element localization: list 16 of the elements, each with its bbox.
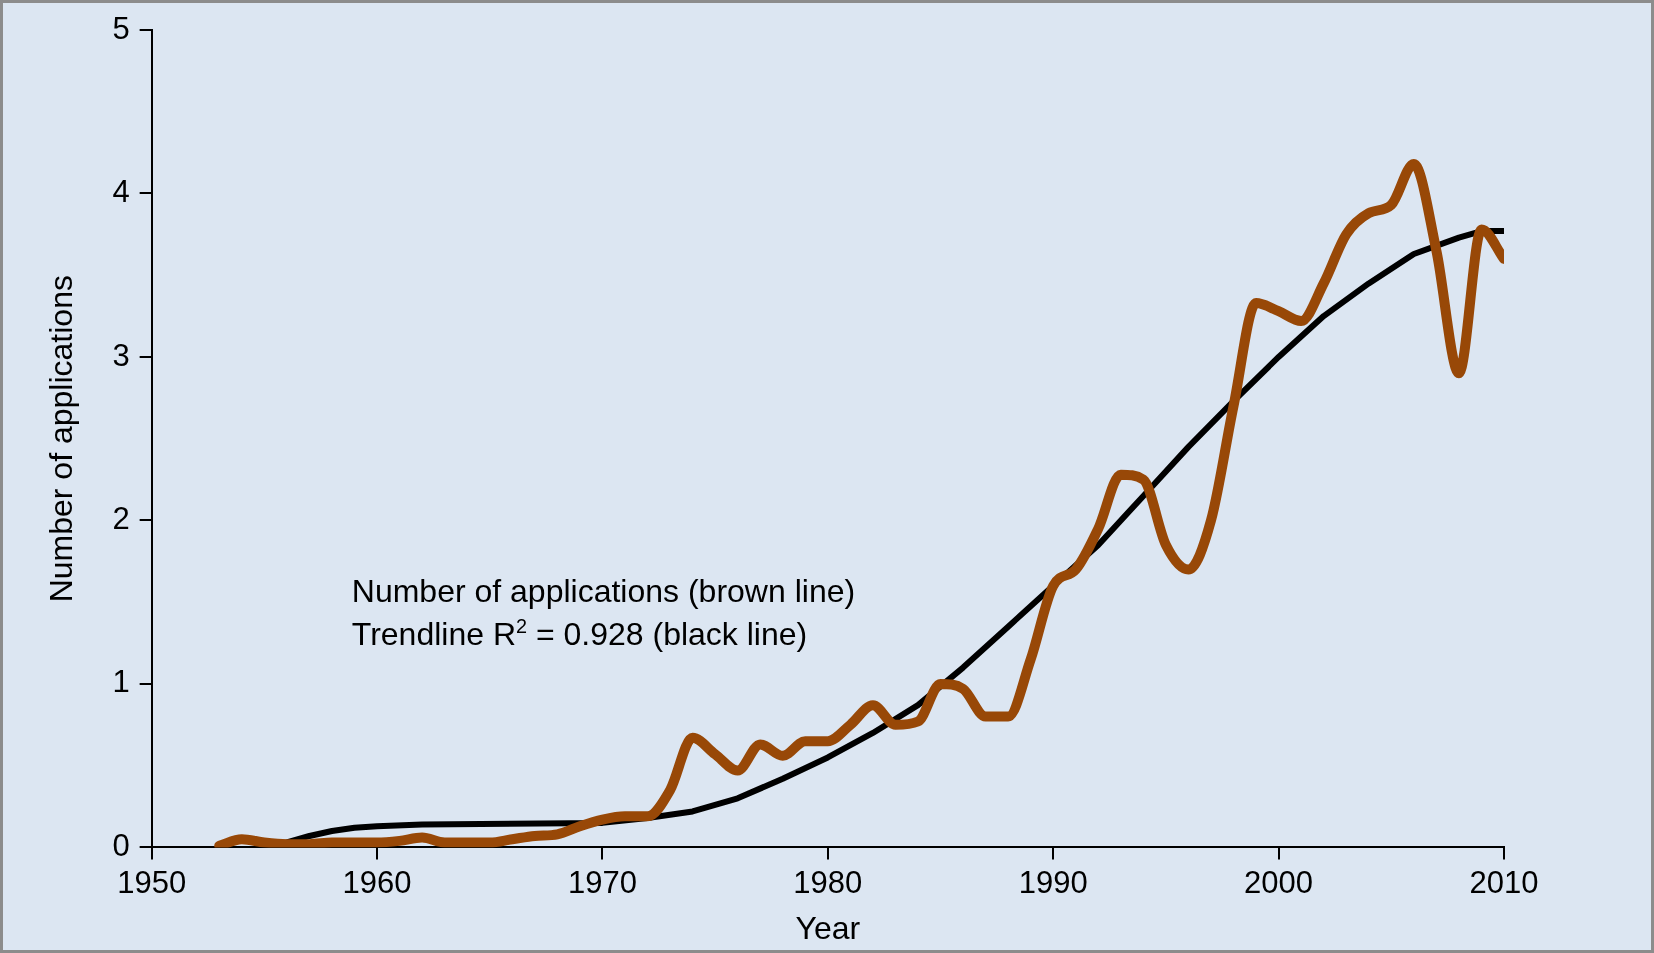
y-tick-label: 3 [112,337,130,373]
y-tick-label: 0 [112,827,130,863]
x-tick-label: 2010 [1469,864,1539,900]
y-tick-label: 5 [112,10,130,46]
x-tick-label: 1990 [1018,864,1088,900]
y-axis-title: Number of applications [43,275,80,603]
y-tick-label: 2 [112,500,130,536]
x-tick-label: 2000 [1244,864,1314,900]
x-tick-label: 1980 [793,864,863,900]
annotation: Number of applications (brown line) [351,573,856,610]
x-tick-label: 1970 [567,864,637,900]
y-tick-label: 4 [112,174,130,210]
x-axis-title: Year [795,909,861,946]
x-tick-label: 1950 [117,864,187,900]
y-tick-label: 1 [112,664,130,700]
x-tick-label: 1960 [342,864,412,900]
